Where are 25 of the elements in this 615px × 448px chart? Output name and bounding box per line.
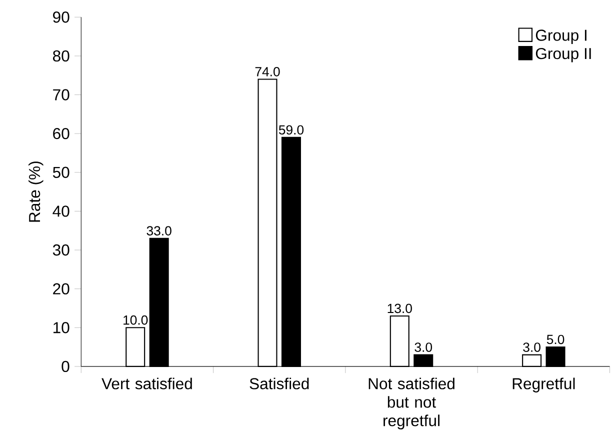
y-tick-label: 30 — [52, 244, 70, 256]
data-label: 59.0 — [278, 125, 304, 134]
y-tick-label: 40 — [52, 206, 70, 217]
y-tick-label: 90 — [53, 11, 70, 23]
x-tick-label: Vert satisfied — [102, 378, 192, 390]
x-tick-label: Not satisfied but not regretful — [368, 378, 454, 430]
y-tick-label: 20 — [53, 283, 70, 294]
data-label: 10.0 — [124, 315, 148, 325]
y-tick-label: 0 — [62, 360, 70, 372]
x-tick-label: Regretful — [512, 378, 575, 392]
y-tick-label: 80 — [52, 50, 70, 62]
y-tick-label: 50 — [52, 166, 70, 178]
data-label: 3.0 — [414, 342, 432, 352]
y-axis-title: Rate (%) — [28, 162, 44, 222]
data-label: 33.0 — [146, 226, 172, 236]
y-tick-label: 60 — [53, 128, 70, 140]
y-tick-label: 70 — [53, 89, 70, 100]
legend-label: Group I — [536, 30, 586, 44]
data-label: 13.0 — [388, 304, 412, 314]
legend-label: Group II — [536, 48, 591, 62]
data-label: 3.0 — [523, 342, 540, 352]
data-label: 74.0 — [255, 66, 280, 76]
y-tick-label: 10 — [54, 322, 70, 334]
x-tick-label: Satisfied — [250, 378, 309, 390]
data-label: 5.0 — [546, 334, 564, 344]
